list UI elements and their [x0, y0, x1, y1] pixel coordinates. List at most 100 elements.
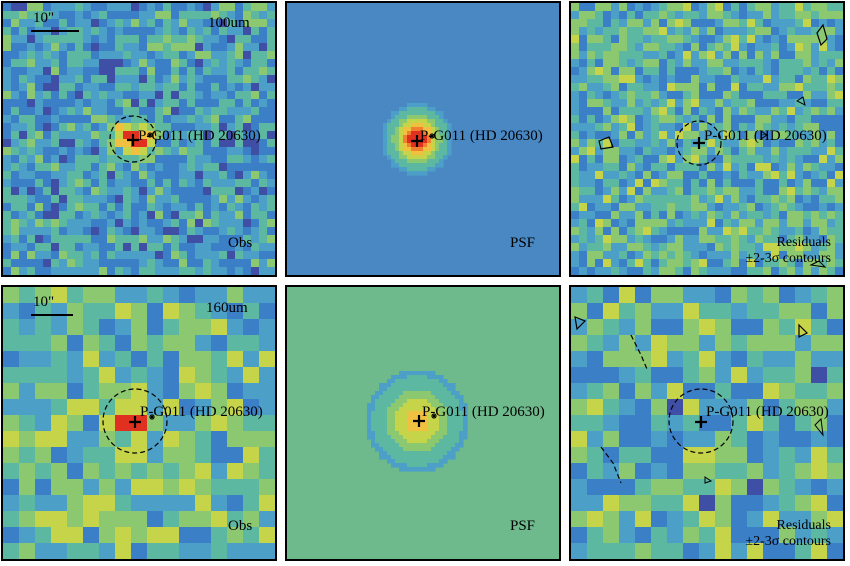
map-pixel [383, 439, 388, 444]
map-pixel [827, 431, 843, 448]
map-pixel [27, 123, 36, 132]
map-pixel [755, 195, 764, 204]
map-pixel [203, 123, 212, 132]
map-pixel [763, 367, 780, 384]
map-pixel [395, 395, 400, 400]
map-pixel [99, 35, 108, 44]
map-pixel [11, 155, 20, 164]
scale-bar-label: 10" [33, 294, 55, 310]
map-pixel [715, 99, 724, 108]
map-pixel [419, 111, 424, 116]
contour-note: ±2-3σ contours [745, 534, 831, 550]
map-pixel [259, 463, 275, 480]
map-pixel [683, 51, 692, 60]
map-pixel [827, 187, 836, 196]
map-pixel [571, 227, 580, 236]
map-pixel [707, 195, 716, 204]
map-pixel [447, 395, 452, 400]
map-pixel [691, 99, 700, 108]
map-pixel [147, 211, 156, 220]
map-pixel [163, 3, 172, 12]
map-pixel [835, 59, 843, 68]
map-pixel [367, 431, 372, 436]
map-pixel [227, 243, 236, 252]
map-pixel [115, 27, 124, 36]
map-pixel [243, 511, 260, 528]
map-pixel [699, 51, 708, 60]
map-pixel [579, 267, 588, 275]
map-pixel [251, 219, 260, 228]
map-pixel [595, 19, 604, 28]
map-pixel [11, 179, 20, 188]
map-pixel [415, 395, 420, 400]
map-pixel [75, 139, 84, 148]
map-pixel [635, 83, 644, 92]
band-label: 100um [208, 15, 250, 31]
map-pixel [399, 439, 404, 444]
map-pixel [627, 3, 636, 12]
map-pixel [419, 107, 424, 112]
map-pixel [243, 415, 260, 432]
map-pixel [771, 35, 780, 44]
map-pixel [195, 83, 204, 92]
map-pixel [619, 235, 628, 244]
map-pixel [691, 171, 700, 180]
map-pixel [171, 123, 180, 132]
map-pixel [163, 59, 172, 68]
map-pixel [115, 107, 124, 116]
map-pixel [243, 335, 260, 352]
map-pixel [423, 399, 428, 404]
source-markers [598, 23, 828, 268]
map-pixel [243, 527, 260, 544]
map-pixel [243, 543, 260, 559]
map-pixel [403, 455, 408, 460]
map-pixel [115, 171, 124, 180]
map-pixel [115, 431, 132, 448]
map-pixel [419, 143, 424, 148]
map-pixel [163, 251, 172, 260]
map-pixel [59, 99, 68, 108]
map-pixel [619, 187, 628, 196]
map-pixel [835, 179, 843, 188]
map-pixel [439, 463, 444, 468]
map-pixel [83, 179, 92, 188]
map-pixel [683, 91, 692, 100]
map-pixel [163, 35, 172, 44]
map-pixel [43, 123, 52, 132]
map-pixel [683, 203, 692, 212]
map-pixel [251, 43, 260, 52]
map-pixel [463, 415, 468, 420]
map-pixel [259, 179, 268, 188]
map-pixel [67, 59, 76, 68]
map-pixel [667, 123, 676, 132]
map-pixel [795, 259, 804, 268]
map-pixel [635, 259, 644, 268]
map-pixel [115, 335, 132, 352]
map-pixel [423, 119, 428, 124]
map-pixel [611, 187, 620, 196]
map-pixel [787, 27, 796, 36]
map-pixel [731, 243, 740, 252]
map-pixel [579, 59, 588, 68]
map-pixel [43, 67, 52, 76]
map-pixel [83, 155, 92, 164]
map-pixel [227, 351, 244, 368]
map-pixel [587, 179, 596, 188]
map-pixel [83, 287, 100, 304]
map-pixel [691, 19, 700, 28]
map-pixel [259, 123, 268, 132]
map-pixel [635, 399, 652, 416]
map-pixel [835, 219, 843, 228]
map-pixel [643, 75, 652, 84]
map-pixel [675, 267, 684, 275]
map-pixel [667, 179, 676, 188]
map-pixel [443, 419, 448, 424]
map-pixel [187, 43, 196, 52]
map-pixel [179, 115, 188, 124]
map-pixel [667, 83, 676, 92]
map-pixel [635, 303, 652, 320]
map-pixel [67, 107, 76, 116]
map-pixel [107, 187, 116, 196]
map-pixel [195, 479, 212, 496]
map-pixel [571, 495, 588, 512]
